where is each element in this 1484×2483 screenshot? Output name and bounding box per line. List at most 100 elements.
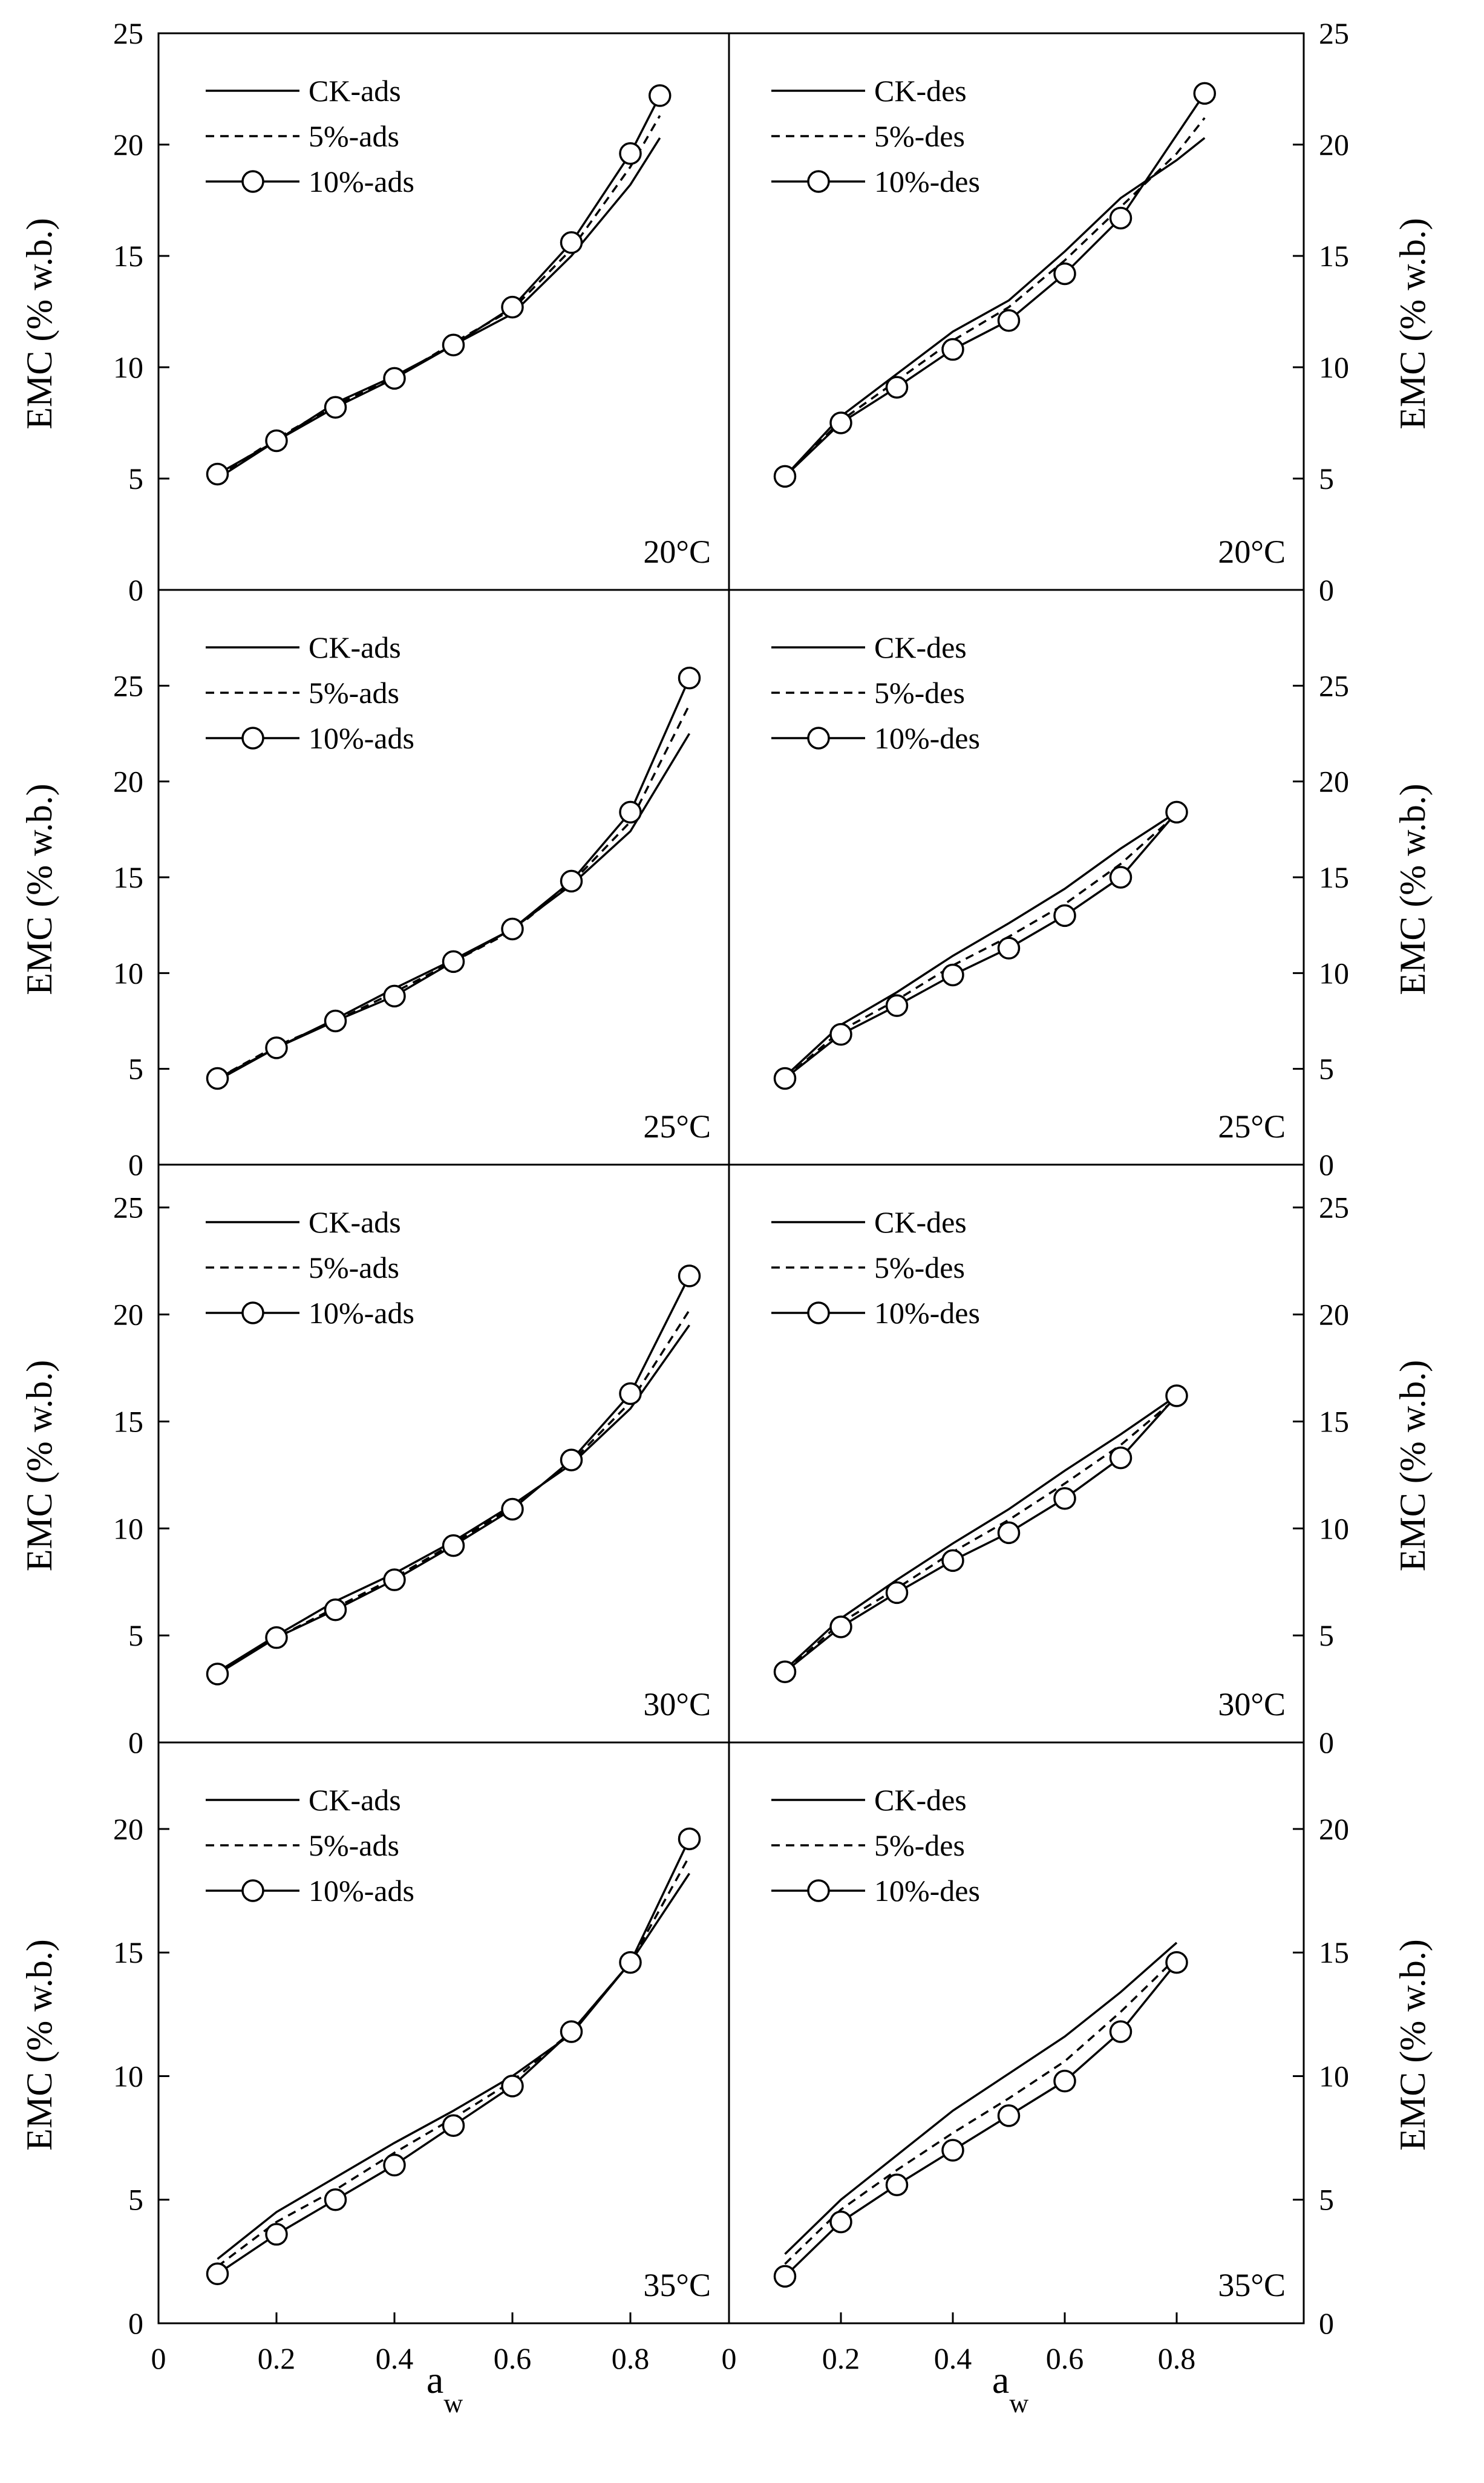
data-point	[941, 338, 964, 361]
data-point	[206, 462, 229, 486]
legend-marker	[807, 1879, 830, 1902]
y-axis-label: EMC (% w.b.)	[1393, 218, 1433, 429]
series-ck-ads	[217, 137, 661, 480]
panel-right-35c: 0 5 10 15 20 EMC (% w.b.) 0 0.2 0.4 0.6 0.8 CK-des 5…	[722, 1741, 1433, 2375]
legend-label: CK-des	[874, 630, 967, 664]
data-point	[206, 1067, 229, 1090]
legend-marker	[241, 727, 264, 750]
series-line	[217, 1275, 691, 1675]
y-tick-label: 5	[128, 1052, 143, 1086]
data-point	[773, 1067, 797, 1090]
data-point	[773, 2265, 797, 2288]
data-point	[324, 1598, 347, 1621]
series-10pct-ads	[206, 666, 701, 1090]
legend-label: CK-ads	[309, 74, 401, 108]
y-tick-label: 0	[128, 573, 143, 607]
data-point	[941, 1549, 964, 1572]
series-10pct-des	[773, 800, 1188, 1090]
y-tick-label: 20	[1319, 765, 1349, 799]
data-point	[678, 666, 701, 690]
panel-left-20c: 0 5 10 15 20 25 EMC (% w.b.) CK-ads 5%-ads 10%-ad…	[19, 16, 730, 607]
y-tick-label: 25	[113, 669, 143, 702]
legend-label: 5%-ads	[309, 676, 399, 710]
panel-right-20c: 0 5 10 15 20 25 EMC (% w.b.) CK-des 5%-des 10%-de…	[728, 16, 1433, 607]
y-tick-label: 15	[113, 860, 143, 894]
y-tick-label: 0	[1319, 1726, 1334, 1759]
series-ck-des	[784, 811, 1177, 1078]
data-point	[1109, 2020, 1133, 2043]
temperature-label: 30°C	[643, 1686, 711, 1722]
legend-marker	[807, 727, 830, 750]
y-tick-label: 20	[1319, 128, 1349, 162]
data-point	[265, 1626, 288, 1649]
legend-label: CK-ads	[309, 630, 401, 664]
legend-label: 5%-des	[874, 676, 965, 710]
legend-label: 10%-ads	[309, 1296, 414, 1330]
legend-marker	[241, 170, 264, 193]
series-10pct-des	[773, 1951, 1188, 2288]
legend-label: CK-des	[874, 1783, 967, 1817]
series-5pct-des	[784, 813, 1178, 1079]
series-line	[217, 704, 691, 1080]
series-ck-des	[784, 1395, 1177, 1671]
series-line	[217, 1838, 691, 2275]
legend-label: 10%-des	[874, 1874, 980, 1908]
legend-marker	[241, 1301, 264, 1324]
panel-frame	[728, 1163, 1305, 1744]
y-tick-label: 15	[113, 239, 143, 273]
data-point	[997, 2104, 1021, 2127]
y-axis-label: EMC (% w.b.)	[19, 1360, 59, 1571]
data-point	[941, 963, 964, 987]
data-point	[773, 1660, 797, 1684]
data-point	[829, 2210, 852, 2234]
y-tick-label: 25	[113, 16, 143, 50]
legend-label: CK-des	[874, 74, 967, 108]
y-tick-label: 15	[113, 1404, 143, 1438]
data-point	[885, 376, 909, 399]
x-tick-label: 0	[722, 2341, 737, 2375]
data-point	[941, 2139, 964, 2162]
data-point	[773, 465, 797, 488]
data-point	[442, 950, 465, 973]
data-point	[619, 800, 642, 824]
y-tick-label: 10	[113, 1511, 143, 1545]
y-tick-label: 0	[1319, 2306, 1334, 2340]
series-ck-ads	[217, 733, 690, 1082]
y-axis-label: EMC (% w.b.)	[1393, 1360, 1433, 1571]
y-tick-label: 10	[113, 350, 143, 384]
data-point	[997, 937, 1021, 960]
series-line	[217, 1873, 690, 2260]
legend-label: 10%-ads	[309, 721, 414, 755]
data-point	[885, 2173, 909, 2196]
panel-frame	[728, 589, 1305, 1166]
x-tick-label: 0.4	[934, 2341, 972, 2375]
legend-label: 10%-ads	[309, 165, 414, 198]
legend-label: 10%-des	[874, 165, 980, 198]
y-axis-label: EMC (% w.b.)	[1393, 784, 1433, 995]
y-axis-label: EMC (% w.b.)	[19, 1939, 59, 2150]
panel-left-25c: 0 5 10 15 20 25 EMC (% w.b.) CK-ads 5%-ads 10%-ad…	[19, 589, 730, 1182]
series-line	[784, 137, 1206, 477]
series-line	[784, 1942, 1178, 2255]
series-10pct-ads	[206, 1827, 701, 2286]
data-point	[997, 309, 1021, 332]
y-tick-label: 0	[128, 2306, 143, 2340]
y-tick-label: 25	[1319, 16, 1349, 50]
data-point	[501, 917, 524, 941]
legend-label: 5%-ads	[309, 1828, 399, 1862]
series-line	[784, 1395, 1177, 1671]
series-10pct-des	[773, 82, 1216, 488]
data-point	[1053, 2069, 1076, 2093]
legend-marker	[807, 1301, 830, 1324]
panel-left-35c: 0 5 10 15 20 EMC (% w.b.) 0 0.2 0.4 0.6 0.8 CK-ads 5…	[19, 1741, 730, 2375]
series-5pct-ads	[217, 704, 691, 1080]
y-tick-label: 25	[1319, 1191, 1349, 1225]
data-point	[442, 1534, 465, 1557]
data-point	[501, 2075, 524, 2098]
series-5pct-des	[784, 117, 1206, 477]
data-point	[265, 2223, 288, 2246]
data-point	[383, 367, 406, 390]
panel-frame	[157, 1741, 730, 2324]
data-point	[206, 2262, 229, 2286]
y-tick-label: 0	[1319, 1148, 1334, 1182]
